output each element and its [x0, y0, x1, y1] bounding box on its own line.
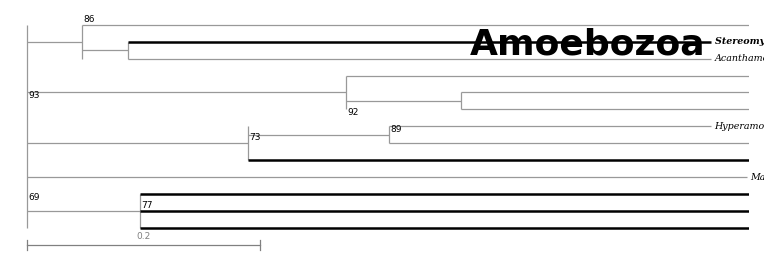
Text: 0.2: 0.2 — [136, 232, 151, 241]
Text: 77: 77 — [141, 201, 152, 210]
Text: Mastigamoeba balamuthi: Mastigamoeba balamuthi — [750, 173, 764, 182]
Text: 93: 93 — [28, 91, 40, 100]
Text: 73: 73 — [249, 133, 261, 142]
Text: Acanthamoeba castellanii: Acanthamoeba castellanii — [714, 54, 764, 63]
Text: 69: 69 — [28, 193, 40, 201]
Text: Hyperamoeba dachnaya: Hyperamoeba dachnaya — [714, 122, 764, 131]
Text: 86: 86 — [83, 15, 95, 24]
Text: Stereomyxa ramosa: Stereomyxa ramosa — [714, 37, 764, 46]
Text: 89: 89 — [390, 125, 402, 134]
Text: 92: 92 — [348, 108, 359, 117]
Text: Amoebozoa: Amoebozoa — [470, 27, 705, 61]
